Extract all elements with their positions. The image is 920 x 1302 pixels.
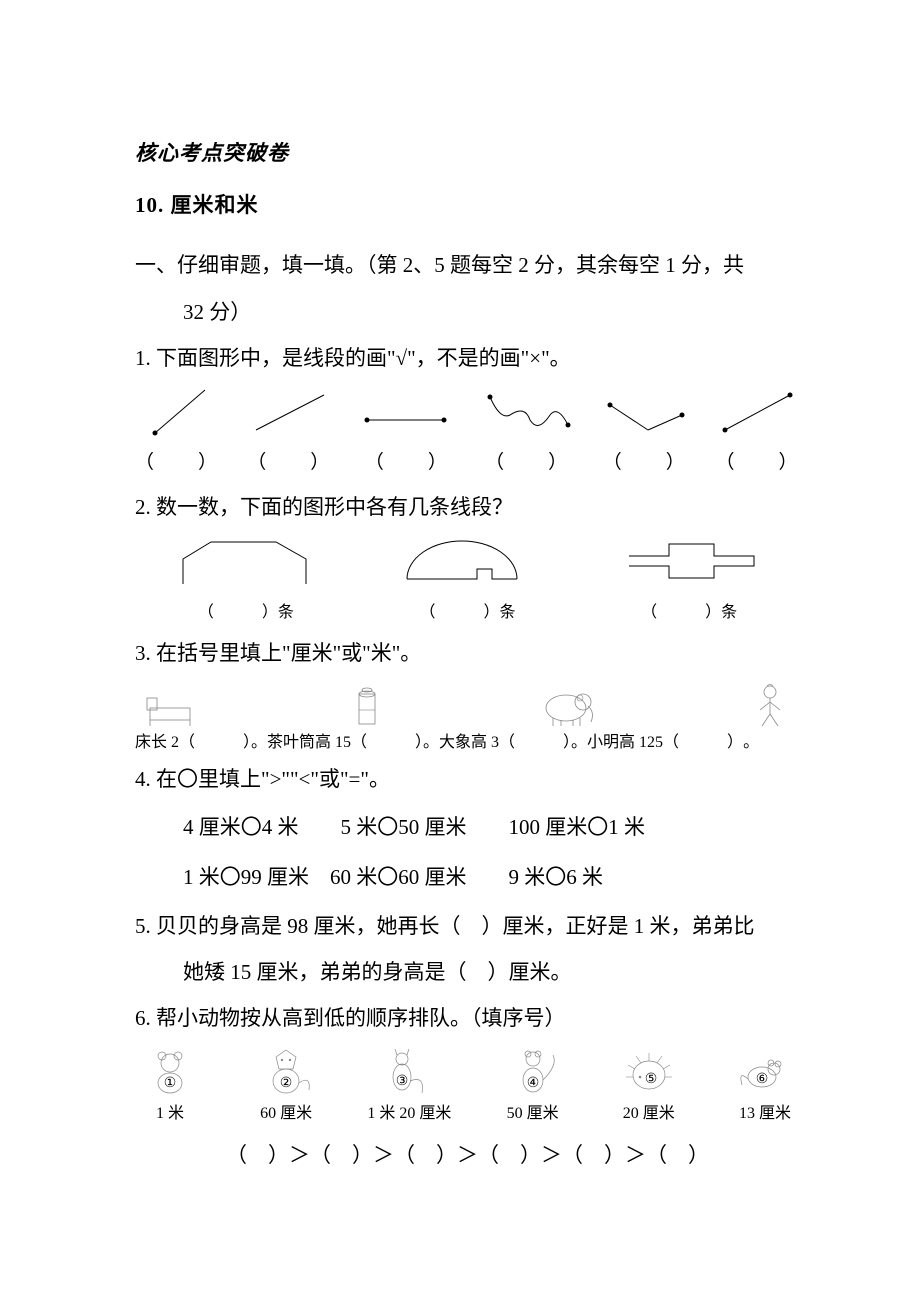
- animal-icon-1: ①: [135, 1045, 205, 1100]
- curve-icon: [480, 385, 575, 440]
- q1-text: 1. 下面图形中，是线段的画"√"，不是的画"×"。: [135, 335, 800, 381]
- q6-item-2: ② 60 厘米: [251, 1045, 321, 1123]
- q6-animals-row: ① 1 米 ② 60 厘米 ③ 1 米 20 厘米: [135, 1045, 800, 1123]
- q3-labels-row: 床长 2（ ）。 茶叶筒高 15（ ）。 大象高 3（ ）。 小明高 125（ …: [135, 730, 800, 756]
- q1-shape-5: （ ）: [600, 385, 690, 484]
- q2-label-2: （ ）条: [419, 595, 515, 630]
- q6-item-5: ⑤ 20 厘米: [614, 1045, 684, 1123]
- q3-item-1: [135, 680, 205, 730]
- q3-label-2: 茶叶筒高 15（ ）。: [267, 730, 439, 756]
- q6-height-5: 20 厘米: [614, 1104, 684, 1123]
- broken-line-icon: [600, 385, 690, 440]
- q6-order-line: （ ）＞（ ）＞（ ）＞（ ）＞（ ）＞（ ）: [135, 1132, 800, 1178]
- svg-text:③: ③: [396, 1074, 409, 1089]
- animal-icon-2: ②: [251, 1045, 321, 1100]
- line-segment-icon-1: [137, 385, 217, 440]
- animal-icon-3: ③: [367, 1045, 447, 1100]
- q2-label-1: （ ）条: [198, 595, 294, 630]
- bed-icon: [135, 680, 205, 730]
- q3-item-4: [740, 680, 800, 730]
- line-segment-icon-2: [244, 385, 334, 440]
- cross-shape-icon: [614, 534, 764, 589]
- animal-icon-4: ④: [498, 1045, 568, 1100]
- elephant-icon: [528, 680, 608, 730]
- q2-label-3: （ ）条: [641, 595, 737, 630]
- q3-row: [135, 680, 800, 730]
- line-segment-icon-3: [359, 385, 454, 440]
- q6-item-4: ④ 50 厘米: [498, 1045, 568, 1123]
- svg-text:④: ④: [526, 1076, 539, 1091]
- svg-text:⑥: ⑥: [756, 1072, 769, 1087]
- q3-label-1: 床长 2（ ）。: [135, 730, 267, 756]
- q2-shapes-row: （ ）条 （ ）条 （ ）条: [135, 534, 800, 630]
- boy-icon: [740, 680, 800, 730]
- unit-title: 10. 厘米和米: [135, 182, 800, 228]
- q6-item-6: ⑥ 13 厘米: [730, 1045, 800, 1123]
- tea-caddy-icon: [337, 680, 397, 730]
- q4-line1: 4 厘米〇4 米 5 米〇50 厘米 100 厘米〇1 米: [135, 802, 800, 852]
- q1-blank-4: （ ）: [485, 442, 569, 484]
- q1-blank-2: （ ）: [247, 442, 331, 484]
- q6-height-6: 13 厘米: [730, 1104, 800, 1123]
- animal-icon-6: ⑥: [730, 1045, 800, 1100]
- q4-text: 4. 在〇里填上">""<"或"="。: [135, 756, 800, 802]
- q3-period: 。: [743, 730, 759, 756]
- page: 核心考点突破卷 10. 厘米和米 一、仔细审题，填一填。（第 2、5 题每空 2…: [0, 0, 920, 1258]
- q2-text: 2. 数一数，下面的图形中各有几条线段？: [135, 484, 800, 530]
- q3-label-4: 小明高 125（ ）: [587, 730, 743, 756]
- line-segment-icon-6: [715, 385, 800, 440]
- q1-shape-6: （ ）: [715, 385, 800, 484]
- q1-blank-6: （ ）: [715, 442, 799, 484]
- q6-item-1: ① 1 米: [135, 1045, 205, 1123]
- semicircle-step-icon: [392, 534, 542, 589]
- q3-item-2: [337, 680, 397, 730]
- q3-item-3: [528, 680, 608, 730]
- q2-shape-2: （ ）条: [392, 534, 542, 630]
- q1-shapes-row: （ ） （ ） （ ） （ ）: [135, 385, 800, 484]
- sectionA-instruction-line1: 一、仔细审题，填一填。（第 2、5 题每空 2 分，其余每空 1 分，共: [135, 242, 800, 288]
- q1-shape-1: （ ）: [135, 385, 219, 484]
- q6-height-2: 60 厘米: [251, 1104, 321, 1123]
- q6-height-1: 1 米: [135, 1104, 205, 1123]
- house-shape-icon: [171, 534, 321, 589]
- q1-shape-2: （ ）: [244, 385, 334, 484]
- q1-blank-3: （ ）: [365, 442, 449, 484]
- sectionA-instruction-line2: 32 分）: [135, 289, 800, 335]
- q1-blank-1: （ ）: [135, 442, 219, 484]
- q6-height-4: 50 厘米: [498, 1104, 568, 1123]
- svg-text:②: ②: [280, 1076, 293, 1091]
- q2-shape-1: （ ）条: [171, 534, 321, 630]
- q4-line2: 1 米〇99 厘米 60 米〇60 厘米 9 米〇6 米: [135, 852, 800, 902]
- q1-shape-3: （ ）: [359, 385, 454, 484]
- animal-icon-5: ⑤: [614, 1045, 684, 1100]
- q6-item-3: ③ 1 米 20 厘米: [367, 1045, 451, 1123]
- svg-text:①: ①: [164, 1076, 177, 1091]
- q3-label-3: 大象高 3（ ）。: [439, 730, 587, 756]
- q6-text: 6. 帮小动物按从高到低的顺序排队。（填序号）: [135, 995, 800, 1041]
- q1-blank-5: （ ）: [603, 442, 687, 484]
- q6-height-3: 1 米 20 厘米: [367, 1104, 451, 1123]
- series-title: 核心考点突破卷: [135, 130, 800, 176]
- q1-shape-4: （ ）: [480, 385, 575, 484]
- q3-text: 3. 在括号里填上"厘米"或"米"。: [135, 630, 800, 676]
- svg-text:⑤: ⑤: [644, 1072, 657, 1087]
- q5-line1: 5. 贝贝的身高是 98 厘米，她再长（ ）厘米，正好是 1 米，弟弟比: [135, 903, 800, 949]
- q5-line2: 她矮 15 厘米，弟弟的身高是（ ）厘米。: [135, 949, 800, 995]
- q2-shape-3: （ ）条: [614, 534, 764, 630]
